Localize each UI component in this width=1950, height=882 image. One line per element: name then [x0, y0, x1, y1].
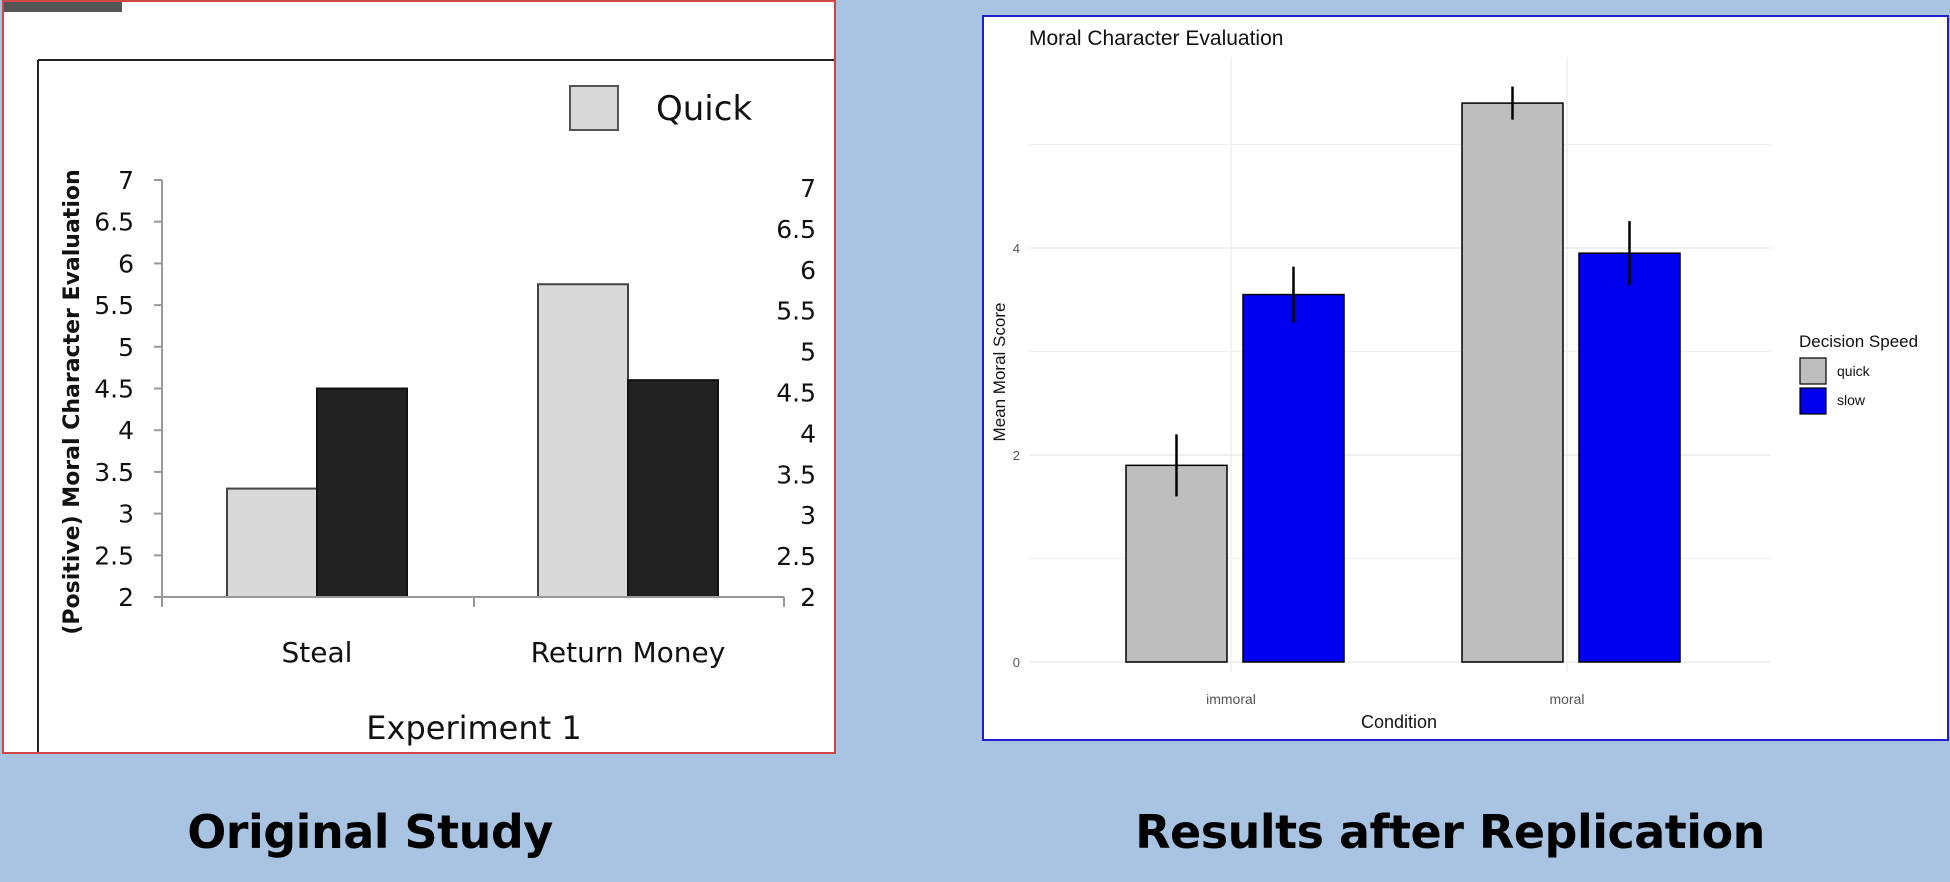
- y-axis-ticks: 0 2 4: [1013, 241, 1020, 670]
- y-tick-label: 2: [1013, 448, 1020, 463]
- y-tick-label-right: 7: [800, 174, 816, 203]
- y-axis-label: Mean Moral Score: [990, 303, 1009, 442]
- bar-quick-steal: [226, 487, 318, 598]
- legend-label-quick: Quick: [656, 89, 752, 129]
- y-tick-label-right: 6: [800, 256, 816, 285]
- bars: [226, 283, 719, 598]
- y-tick-label: 4.5: [94, 375, 134, 404]
- caption-original-study: Original Study: [187, 805, 553, 859]
- y-tick-label: 6: [118, 249, 134, 278]
- bar-quick-immoral: [1125, 464, 1228, 663]
- bars: [1125, 86, 1681, 663]
- replication-chart: Moral Character Evaluation 0 2 4 immoral m…: [990, 27, 1918, 732]
- y-tick-label: 0: [1013, 655, 1020, 670]
- y-axis-ticks: 2 2.5 3 3.5 4 4.5 5 5.5 6 6.5 7: [94, 166, 162, 612]
- replication-panel: Moral Character Evaluation 0 2 4 immoral m…: [982, 15, 1949, 741]
- y-axis-label: (Positive) Moral Character Evaluation: [60, 169, 85, 634]
- legend-swatch-quick: [569, 85, 619, 131]
- y-tick-label: 4: [1013, 241, 1020, 256]
- y-tick-label-right: 6.5: [776, 215, 816, 244]
- y-tick-label: 5: [118, 333, 134, 362]
- category-label-moral: moral: [1549, 691, 1584, 707]
- chart-title: Moral Character Evaluation: [1029, 27, 1283, 50]
- category-label-return-money: Return Money: [531, 636, 726, 669]
- y-tick-label-right: 3: [800, 501, 816, 530]
- y-tick-label-right: 3.5: [776, 460, 816, 489]
- y-tick-label: 3: [118, 500, 134, 529]
- legend-label-quick: quick: [1837, 363, 1871, 379]
- original-study-chart: Quick (Positive) Moral Character Evaluat…: [4, 2, 838, 752]
- category-label-immoral: immoral: [1206, 691, 1256, 707]
- caption-replication: Results after Replication: [1135, 805, 1765, 859]
- y-tick-label: 2: [118, 583, 134, 612]
- y-tick-label: 7: [118, 166, 134, 195]
- y-tick-label: 6.5: [94, 208, 134, 237]
- original-study-panel: Quick (Positive) Moral Character Evaluat…: [2, 0, 838, 754]
- bar-slow-moral: [1578, 252, 1681, 663]
- category-label-steal: Steal: [282, 636, 353, 669]
- bar-quick-return-money: [537, 283, 629, 598]
- y-tick-label: 5.5: [94, 291, 134, 320]
- legend-swatch-slow: [1799, 387, 1827, 415]
- chart-subtitle: Experiment 1: [366, 709, 581, 747]
- legend-swatch-quick: [1799, 357, 1827, 385]
- y-tick-label: 2.5: [94, 541, 134, 570]
- bar-slow-steal: [316, 387, 408, 598]
- y-tick-label-right: 2: [800, 583, 816, 612]
- legend-label-slow: slow: [1837, 392, 1866, 408]
- y-tick-label-right: 4: [800, 419, 816, 448]
- legend-title: Decision Speed: [1799, 332, 1918, 351]
- y-tick-label: 3.5: [94, 458, 134, 487]
- y-tick-label-right: 4.5: [776, 379, 816, 408]
- y-axis-ticks-right: 2 2.5 3 3.5 4 4.5 5 5.5 6 6.5 7: [776, 174, 816, 612]
- dark-tab-fragment: [4, 2, 122, 12]
- y-tick-label-right: 5: [800, 338, 816, 367]
- bar-slow-immoral: [1242, 293, 1345, 663]
- bar-slow-return-money: [627, 379, 719, 598]
- y-tick-label: 4: [118, 416, 134, 445]
- y-tick-label-right: 2.5: [776, 542, 816, 571]
- bar-quick-moral: [1461, 102, 1564, 663]
- y-tick-label-right: 5.5: [776, 297, 816, 326]
- x-axis-label: Condition: [1361, 712, 1437, 732]
